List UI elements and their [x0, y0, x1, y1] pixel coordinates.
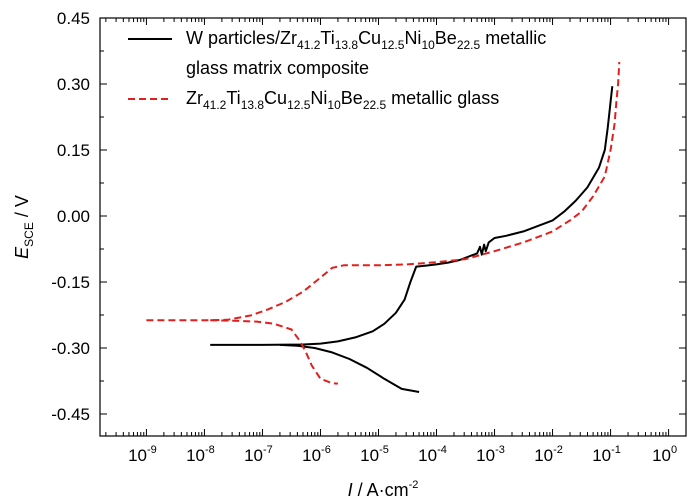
- x-axis-title: I / A·cm-2: [348, 479, 419, 500]
- series-2-anodic-line: [146, 61, 621, 322]
- series-2-cathodic-line: [210, 319, 338, 385]
- y-tick-label: 0.15: [57, 141, 90, 160]
- x-tick-label: 10-3: [476, 444, 505, 465]
- y-tick-label: -0.15: [51, 273, 90, 292]
- y-tick-label: 0.00: [57, 207, 90, 226]
- series-1-anodic-line: [210, 86, 614, 346]
- x-tick-label: 10-4: [418, 444, 447, 465]
- y-tick-label: -0.45: [51, 405, 90, 424]
- x-tick-label: 10-8: [186, 444, 215, 465]
- plot-frame: [99, 17, 687, 437]
- x-tick-label: 10-6: [302, 444, 331, 465]
- legend-label-2-line-1: Zr41.2Ti13.8Cu12.5Ni10Be22.5 metallic gl…: [186, 88, 499, 112]
- x-tick-label: 100: [652, 444, 677, 465]
- legend-label-1-line-1: W particles/Zr41.2Ti13.8Cu12.5Ni10Be22.5…: [186, 28, 546, 52]
- x-tick-label: 10-7: [244, 444, 273, 465]
- x-tick-label: 10-5: [360, 444, 389, 465]
- y-axis-title: ESCE / V: [12, 195, 36, 259]
- series-1-cathodic-line: [279, 343, 420, 393]
- x-tick-label: 10-2: [534, 444, 563, 465]
- x-tick-label: 10-9: [128, 444, 157, 465]
- y-axis: 0.45 0.30 0.15 0.00 -0.15 -0.30 -0.45: [51, 9, 686, 424]
- y-tick-label: 0.45: [57, 9, 90, 28]
- legend-label-1-line-2: glass matrix composite: [186, 58, 369, 78]
- x-axis: 10-9 10-8 10-7 10-6 10-5 10-4 10-3 10-2 10-1 100: [105, 18, 677, 465]
- series-layer: [146, 61, 621, 393]
- x-tick-label: 10-1: [592, 444, 621, 465]
- y-tick-label: 0.30: [57, 75, 90, 94]
- y-tick-label: -0.30: [51, 339, 90, 358]
- legend: W particles/Zr41.2Ti13.8Cu12.5Ni10Be22.5…: [128, 28, 546, 112]
